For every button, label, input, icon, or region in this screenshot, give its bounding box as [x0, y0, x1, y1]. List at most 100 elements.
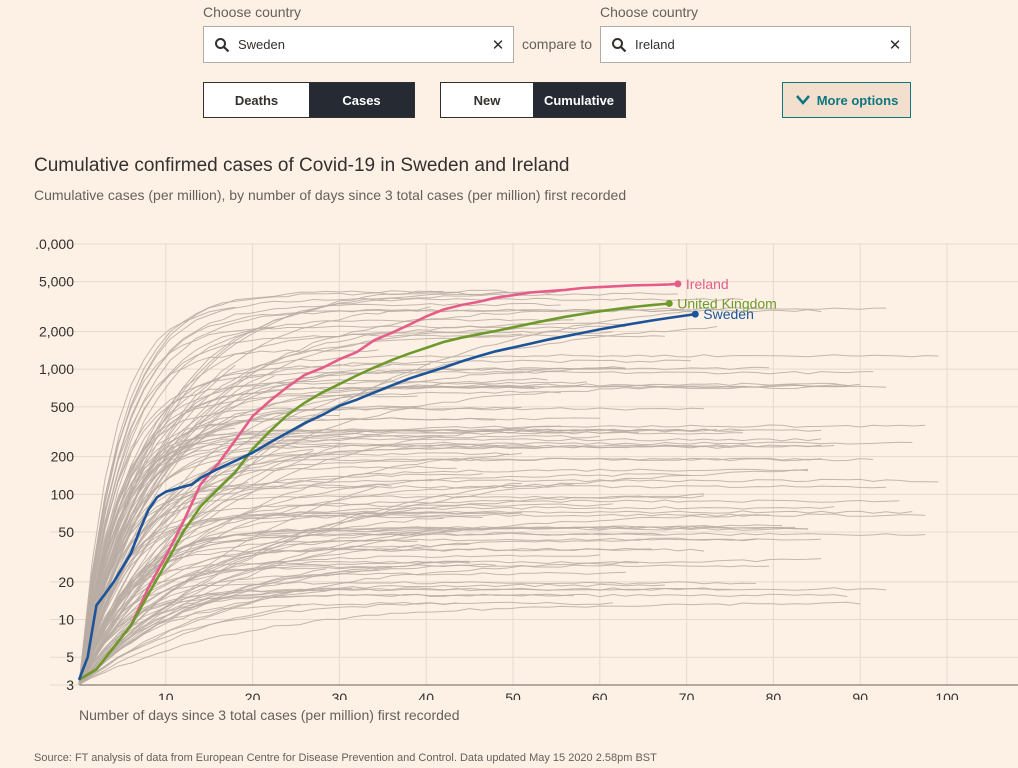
background-country-line: [78, 318, 574, 686]
background-country-line: [78, 289, 509, 686]
series-end-marker-ireland: [674, 280, 682, 288]
clear-country2-icon[interactable]: ✕: [888, 36, 902, 54]
chart-subtitle: Cumulative cases (per million), by numbe…: [34, 187, 627, 203]
background-country-line: [78, 527, 809, 685]
series-end-marker-sweden: [691, 310, 699, 318]
country1-label: Choose country: [203, 4, 302, 20]
background-country-line: [78, 525, 796, 686]
background-country-line: [78, 532, 926, 685]
series-end-marker-uk: [665, 299, 673, 307]
y-tick-label: 20: [58, 574, 74, 590]
background-country-line: [78, 601, 613, 686]
y-tick-label: 200: [51, 449, 75, 465]
background-country-line: [78, 390, 561, 684]
background-country-line: [78, 591, 236, 685]
background-country-line: [78, 526, 809, 686]
axis-ticks: 3 5 10 20 50 100 200 500 1,000 2,000 5,000 .0,000 10…: [35, 236, 959, 700]
background-country-line: [78, 571, 626, 685]
background-country-line: [78, 558, 822, 685]
y-tick-label: .0,000: [35, 236, 74, 252]
background-country-line: [78, 379, 392, 686]
background-country-line: [78, 457, 822, 685]
series-line-uk: [78, 302, 670, 681]
background-country-line: [78, 290, 444, 686]
background-country-line: [78, 310, 691, 685]
background-country-line: [78, 407, 705, 686]
background-country-line: [78, 601, 861, 685]
background-country-line: [78, 548, 705, 686]
background-country-line: [78, 444, 835, 686]
background-country-line: [78, 306, 236, 686]
mode-toggle: New Cumulative: [440, 82, 626, 118]
background-country-line: [78, 590, 327, 686]
background-country-line: [78, 515, 483, 686]
background-country-line: [78, 478, 939, 686]
background-country-line: [78, 367, 626, 685]
background-country-line: [78, 417, 600, 684]
series-label-ireland: Ireland: [686, 276, 729, 292]
country2-value: Ireland: [635, 37, 675, 52]
background-country-line: [78, 503, 613, 685]
background-country-line: [78, 363, 431, 686]
background-country-line: [78, 560, 639, 686]
x-tick-label: 50: [505, 690, 521, 700]
background-country-line: [78, 381, 587, 686]
deaths-button[interactable]: Deaths: [204, 83, 309, 117]
background-country-line: [78, 564, 770, 686]
background-country-line: [78, 303, 561, 685]
x-axis-label: Number of days since 3 total cases (per …: [79, 707, 460, 723]
y-tick-label: 100: [51, 486, 75, 502]
x-tick-label: 100: [935, 690, 959, 700]
background-country-line: [78, 473, 691, 686]
background-country-line: [78, 499, 900, 686]
background-country-line: [78, 322, 626, 685]
background-country-line: [78, 377, 548, 686]
y-tick-label: 500: [51, 399, 75, 415]
background-country-line: [78, 441, 913, 686]
x-tick-label: 20: [245, 690, 261, 700]
x-tick-label: 90: [852, 690, 868, 700]
y-tick-label: 5: [66, 649, 74, 665]
background-country-line: [78, 547, 652, 685]
y-tick-label: 50: [58, 524, 74, 540]
background-country-line: [78, 483, 574, 685]
y-tick-label: 1,000: [39, 361, 74, 377]
cases-button[interactable]: Cases: [309, 83, 414, 117]
background-country-line: [78, 524, 783, 686]
country1-value: Sweden: [238, 37, 285, 52]
series-line-sweden: [77, 312, 696, 681]
cumulative-button[interactable]: Cumulative: [533, 83, 625, 117]
clear-country1-icon[interactable]: ✕: [491, 36, 505, 54]
new-button[interactable]: New: [441, 83, 533, 117]
x-tick-label: 30: [332, 690, 348, 700]
x-tick-label: 70: [679, 690, 695, 700]
chart-title: Cumulative confirmed cases of Covid-19 i…: [34, 155, 570, 176]
background-country-line: [78, 581, 757, 685]
background-country-line: [78, 349, 379, 686]
background-country-line: [78, 514, 770, 686]
country1-search-input[interactable]: Sweden ✕: [203, 26, 514, 63]
background-country-line: [78, 434, 600, 685]
background-country-line: [78, 583, 665, 686]
x-tick-label: 40: [418, 690, 434, 700]
background-series: [78, 289, 939, 686]
background-country-line: [78, 382, 861, 685]
background-country-line: [78, 326, 275, 686]
metric-toggle: Deaths Cases: [203, 82, 415, 118]
background-country-line: [78, 438, 822, 685]
background-country-line: [78, 506, 835, 685]
background-country-line: [78, 563, 496, 686]
y-tick-label: 5,000: [39, 274, 74, 290]
series-line-ireland: [78, 282, 678, 681]
compare-label: compare to: [522, 36, 593, 52]
background-country-line: [78, 569, 379, 686]
y-tick-label: 10: [58, 612, 74, 628]
background-country-line: [78, 457, 249, 685]
background-country-line: [78, 394, 418, 686]
background-country-line: [78, 325, 509, 686]
country2-search-input[interactable]: Ireland ✕: [600, 26, 911, 63]
background-country-line: [78, 385, 887, 684]
background-country-line: [78, 465, 457, 686]
more-options-button[interactable]: More options: [782, 82, 911, 118]
